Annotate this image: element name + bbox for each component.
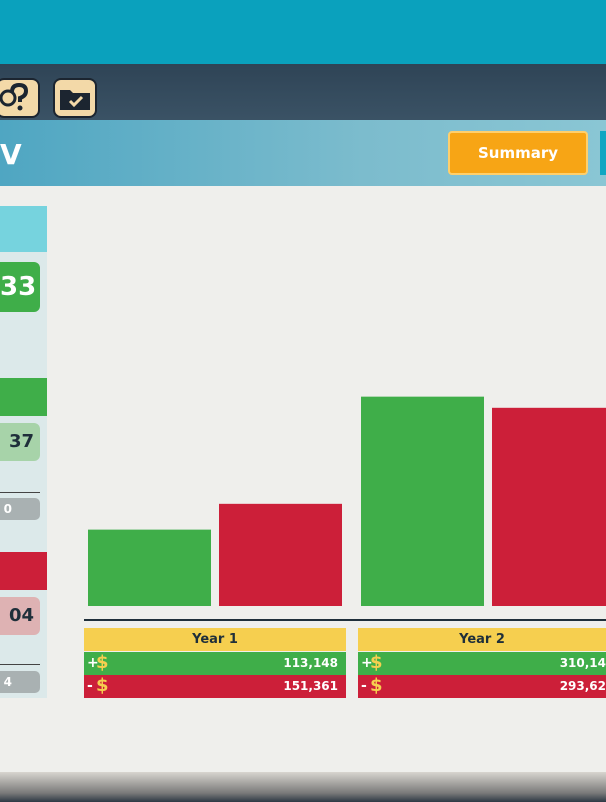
folder-check-icon <box>60 90 90 110</box>
plus-sign: + <box>87 655 99 671</box>
income-header <box>0 378 47 416</box>
year-1-income-row: + $ 113,148 <box>84 652 346 675</box>
year-2-income-row: + $ 310,14 <box>358 652 606 675</box>
year-1-expense-value: 151,361 <box>283 679 338 693</box>
dollar-icon: $ <box>370 675 383 696</box>
bar-income-year-1 <box>88 529 211 606</box>
left-panel-header <box>0 206 47 252</box>
help-question-icon <box>0 82 29 111</box>
year-1-expense-row: - $ 151,361 <box>84 675 346 698</box>
minus-sign: - <box>361 678 367 694</box>
expense-header <box>0 552 47 590</box>
dollar-icon: $ <box>370 652 383 673</box>
year-2-expense-row: - $ 293,62 <box>358 675 606 698</box>
top-bar-background <box>0 64 606 124</box>
bottom-strip <box>0 772 606 802</box>
sky-background <box>0 0 606 64</box>
help-button[interactable] <box>0 78 40 118</box>
income-sub-value: 0 <box>0 498 40 520</box>
year-2-expense-value: 293,62 <box>559 679 606 693</box>
year-2-label: Year 2 <box>358 628 606 651</box>
income-value: 37 <box>0 423 40 461</box>
next-tab-button[interactable] <box>600 131 606 175</box>
expense-divider <box>0 664 40 665</box>
bar-income-year-2 <box>361 396 484 606</box>
window-title: V <box>0 138 22 171</box>
income-divider <box>0 492 40 493</box>
expense-sub-value: 4 <box>0 671 40 693</box>
year-2-income-value: 310,14 <box>559 656 606 670</box>
expense-value: 04 <box>0 597 40 635</box>
balance-value: 33 <box>0 262 40 312</box>
files-button[interactable] <box>53 78 97 118</box>
minus-sign: - <box>87 678 93 694</box>
bar-expense-year-1 <box>219 503 342 606</box>
income-expense-chart <box>84 396 606 621</box>
year-1-income-value: 113,148 <box>283 656 338 670</box>
year-1-label: Year 1 <box>84 628 346 651</box>
bar-expense-year-2 <box>492 407 606 606</box>
year-2-summary: Year 2 + $ 310,14 - $ 293,62 <box>358 628 606 700</box>
dollar-icon: $ <box>96 675 109 696</box>
year-1-summary: Year 1 + $ 113,148 - $ 151,361 <box>84 628 346 700</box>
dollar-icon: $ <box>96 652 109 673</box>
summary-button[interactable]: Summary <box>448 131 588 175</box>
plus-sign: + <box>361 655 373 671</box>
